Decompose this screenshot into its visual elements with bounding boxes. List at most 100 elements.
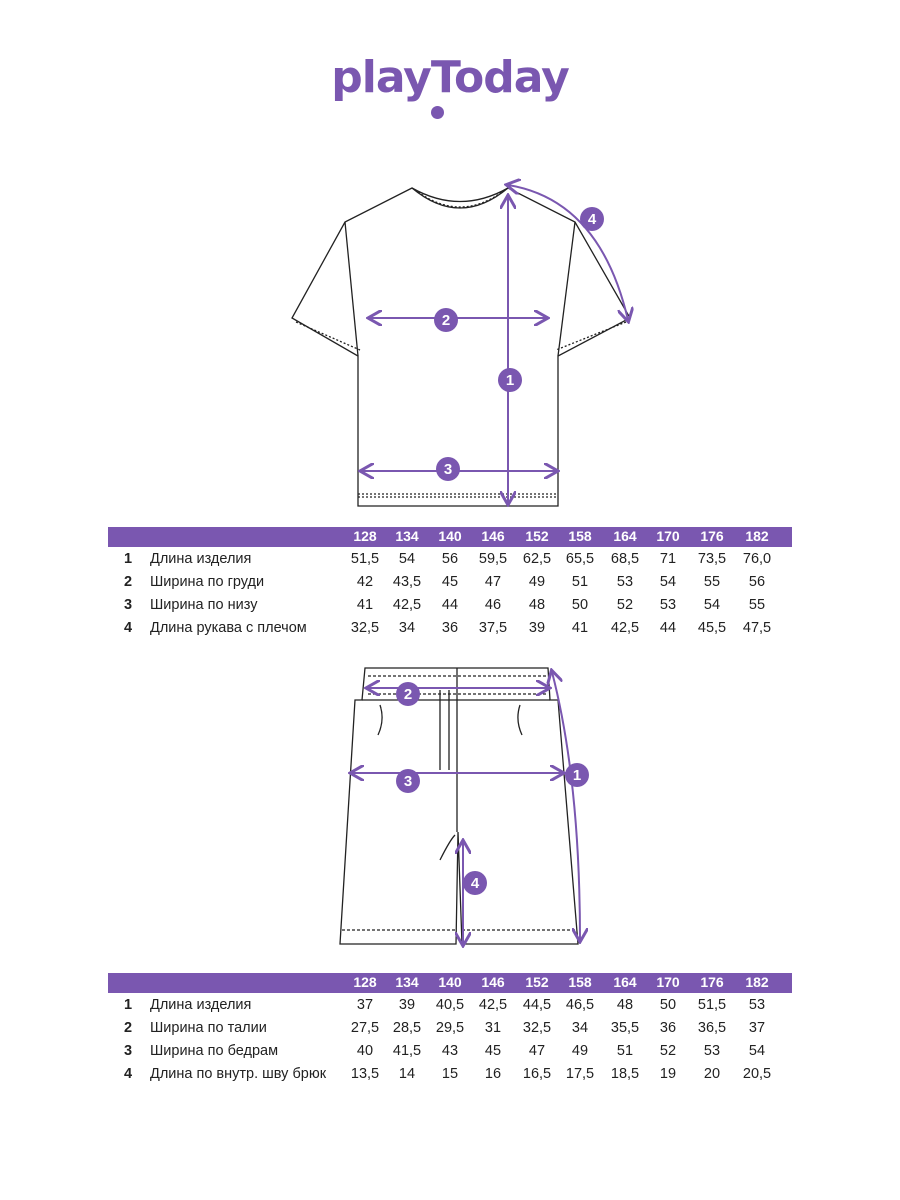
- table-cell: 53: [616, 574, 634, 590]
- table-cell: 37: [356, 997, 374, 1013]
- shorts-marker-1: 1: [565, 763, 589, 787]
- table-cell: 31: [484, 1020, 502, 1036]
- table-cell: 49: [571, 1043, 589, 1059]
- table-cell: 56: [441, 551, 459, 567]
- table-cell: 39: [398, 997, 416, 1013]
- table-cell: 59,5: [478, 551, 508, 567]
- table-cell: 52: [659, 1043, 677, 1059]
- table-cell: 16: [484, 1066, 502, 1082]
- table-cell: 54: [748, 1043, 766, 1059]
- table-cell: 55: [703, 574, 721, 590]
- table-cell: 32,5: [350, 620, 380, 636]
- size-header-cell: 176: [700, 528, 724, 544]
- table-cell: 44: [441, 597, 459, 613]
- row-label: Ширина по талии: [150, 1020, 267, 1036]
- size-header-cell: 134: [395, 528, 419, 544]
- size-header-row: 128 134 140 146 152 158 164 170 176 182: [108, 973, 792, 993]
- table-cell: 68,5: [610, 551, 640, 567]
- table-cell: 16,5: [522, 1066, 552, 1082]
- table-cell: 43,5: [392, 574, 422, 590]
- table-cell: 71: [659, 551, 677, 567]
- table-cell: 36: [441, 620, 459, 636]
- table-cell: 20: [703, 1066, 721, 1082]
- table-cell: 46: [484, 597, 502, 613]
- size-header-cell: 164: [613, 974, 637, 990]
- table-cell: 34: [571, 1020, 589, 1036]
- table-cell: 40,5: [435, 997, 465, 1013]
- table-cell: 47: [528, 1043, 546, 1059]
- table-cell: 53: [748, 997, 766, 1013]
- table-cell: 53: [703, 1043, 721, 1059]
- row-label: Длина по внутр. шву брюк: [150, 1066, 327, 1082]
- svg-text:3: 3: [404, 773, 412, 790]
- logo-dot: [431, 106, 444, 119]
- table-cell: 36: [659, 1020, 677, 1036]
- table-cell: 32,5: [522, 1020, 552, 1036]
- table-cell: 49: [528, 574, 546, 590]
- svg-text:4: 4: [588, 211, 597, 228]
- table-cell: 41,5: [392, 1043, 422, 1059]
- table-cell: 54: [659, 574, 677, 590]
- shorts-size-table: 128 134 140 146 152 158 164 170 176 182 1 Длина изд…: [108, 973, 792, 1085]
- svg-text:4: 4: [471, 875, 480, 892]
- row-number: 2: [124, 1020, 133, 1036]
- size-header-cell: 176: [700, 974, 724, 990]
- table-row: 2 Ширина по груди 42 43,5 45 47 49 51 53 54 55 56: [108, 570, 792, 593]
- table-cell: 48: [528, 597, 546, 613]
- table-row: 1 Длина изделия 37 39 40,5 42,5 44,5 46,5 48 50 51…: [108, 993, 792, 1016]
- table-cell: 44: [659, 620, 677, 636]
- svg-text:2: 2: [442, 312, 450, 329]
- row-number: 1: [124, 551, 133, 567]
- row-label: Ширина по бедрам: [150, 1043, 279, 1059]
- svg-text:1: 1: [573, 767, 581, 784]
- table-cell: 17,5: [565, 1066, 595, 1082]
- table-cell: 19: [659, 1066, 677, 1082]
- table-cell: 20,5: [742, 1066, 772, 1082]
- table-row: 4 Длина по внутр. шву брюк 13,5 14 15 16 16,5 1…: [108, 1062, 792, 1085]
- table-cell: 45: [484, 1043, 502, 1059]
- size-header-cell: 128: [353, 528, 377, 544]
- shorts-marker-3: 3: [396, 769, 420, 793]
- table-cell: 45: [441, 574, 459, 590]
- table-cell: 15: [441, 1066, 459, 1082]
- table-cell: 42: [356, 574, 374, 590]
- table-cell: 45,5: [697, 620, 727, 636]
- table-cell: 41: [356, 597, 374, 613]
- table-cell: 14: [398, 1066, 416, 1082]
- table-cell: 37: [748, 1020, 766, 1036]
- table-cell: 27,5: [350, 1020, 380, 1036]
- table-cell: 35,5: [610, 1020, 640, 1036]
- table-row: 3 Ширина по бедрам 40 41,5 43 45 47 49 51 52 53 54: [108, 1039, 792, 1062]
- size-header-cell: 182: [745, 528, 769, 544]
- row-label: Ширина по груди: [150, 574, 265, 590]
- tshirt-marker-2: 2: [434, 308, 458, 332]
- table-cell: 34: [398, 620, 416, 636]
- row-number: 1: [124, 997, 133, 1013]
- table-cell: 54: [703, 597, 721, 613]
- tshirt-marker-4: 4: [580, 207, 604, 231]
- table-cell: 41: [571, 620, 589, 636]
- table-cell: 42,5: [478, 997, 508, 1013]
- row-label: Длина изделия: [150, 551, 252, 567]
- tshirt-size-table: 128 134 140 146 152 158 164 170 176 182 1 Длина изд…: [108, 527, 792, 639]
- table-cell: 62,5: [522, 551, 552, 567]
- row-label: Длина изделия: [150, 997, 252, 1013]
- row-number: 3: [124, 597, 133, 613]
- row-number: 3: [124, 1043, 133, 1059]
- table-cell: 51,5: [697, 997, 727, 1013]
- table-cell: 47,5: [742, 620, 772, 636]
- table-cell: 53: [659, 597, 677, 613]
- tshirt-marker-3: 3: [436, 457, 460, 481]
- table-cell: 47: [484, 574, 502, 590]
- table-cell: 50: [659, 997, 677, 1013]
- table-cell: 51: [571, 574, 589, 590]
- table-cell: 76,0: [742, 551, 772, 567]
- table-row: 3 Ширина по низу 41 42,5 44 46 48 50 52 53 54 55: [108, 593, 792, 616]
- table-cell: 56: [748, 574, 766, 590]
- shorts-sketch: [339, 667, 579, 945]
- size-header-cell: 164: [613, 528, 637, 544]
- size-header-cell: 146: [481, 974, 505, 990]
- size-header-cell: 134: [395, 974, 419, 990]
- size-header-cell: 152: [525, 528, 549, 544]
- table-cell: 51,5: [350, 551, 380, 567]
